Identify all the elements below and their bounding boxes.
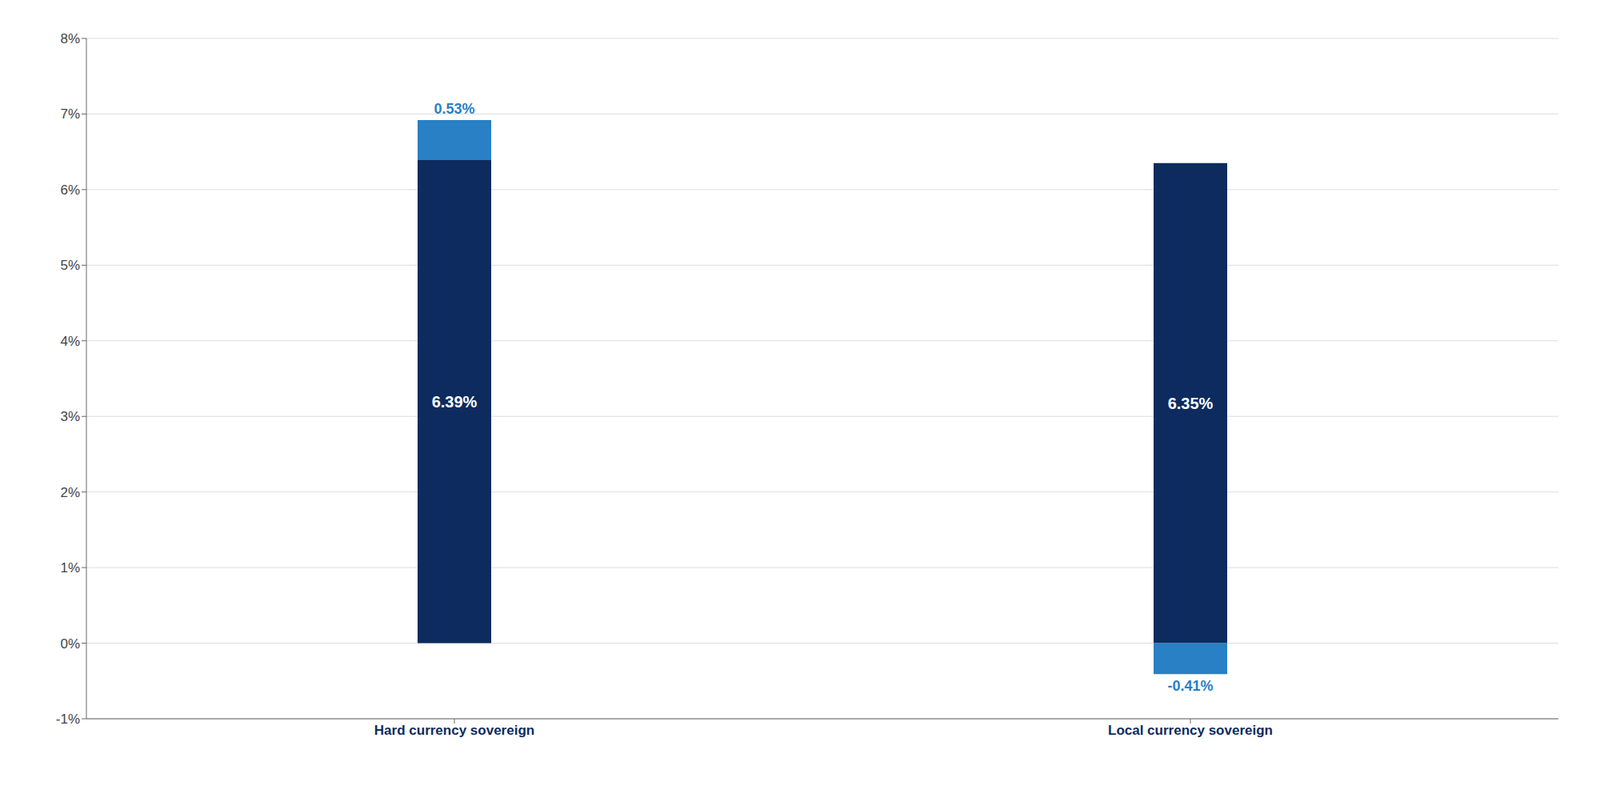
svg-text:Hard currency sovereign: Hard currency sovereign (374, 722, 535, 738)
svg-text:1%: 1% (60, 560, 80, 576)
svg-text:3%: 3% (60, 408, 80, 424)
svg-text:4%: 4% (60, 333, 80, 349)
svg-text:0.53%: 0.53% (433, 100, 475, 117)
svg-text:5%: 5% (60, 257, 80, 273)
svg-text:0%: 0% (60, 636, 80, 652)
svg-text:6.39%: 6.39% (432, 392, 478, 411)
svg-text:-0.41%: -0.41% (1167, 677, 1213, 694)
svg-text:2%: 2% (60, 484, 80, 500)
svg-text:-1%: -1% (56, 711, 80, 727)
svg-text:Local currency sovereign: Local currency sovereign (1108, 722, 1273, 738)
svg-text:6.35%: 6.35% (1168, 394, 1214, 412)
svg-text:7%: 7% (60, 106, 80, 122)
svg-text:8%: 8% (60, 31, 80, 47)
svg-text:6%: 6% (60, 182, 80, 198)
